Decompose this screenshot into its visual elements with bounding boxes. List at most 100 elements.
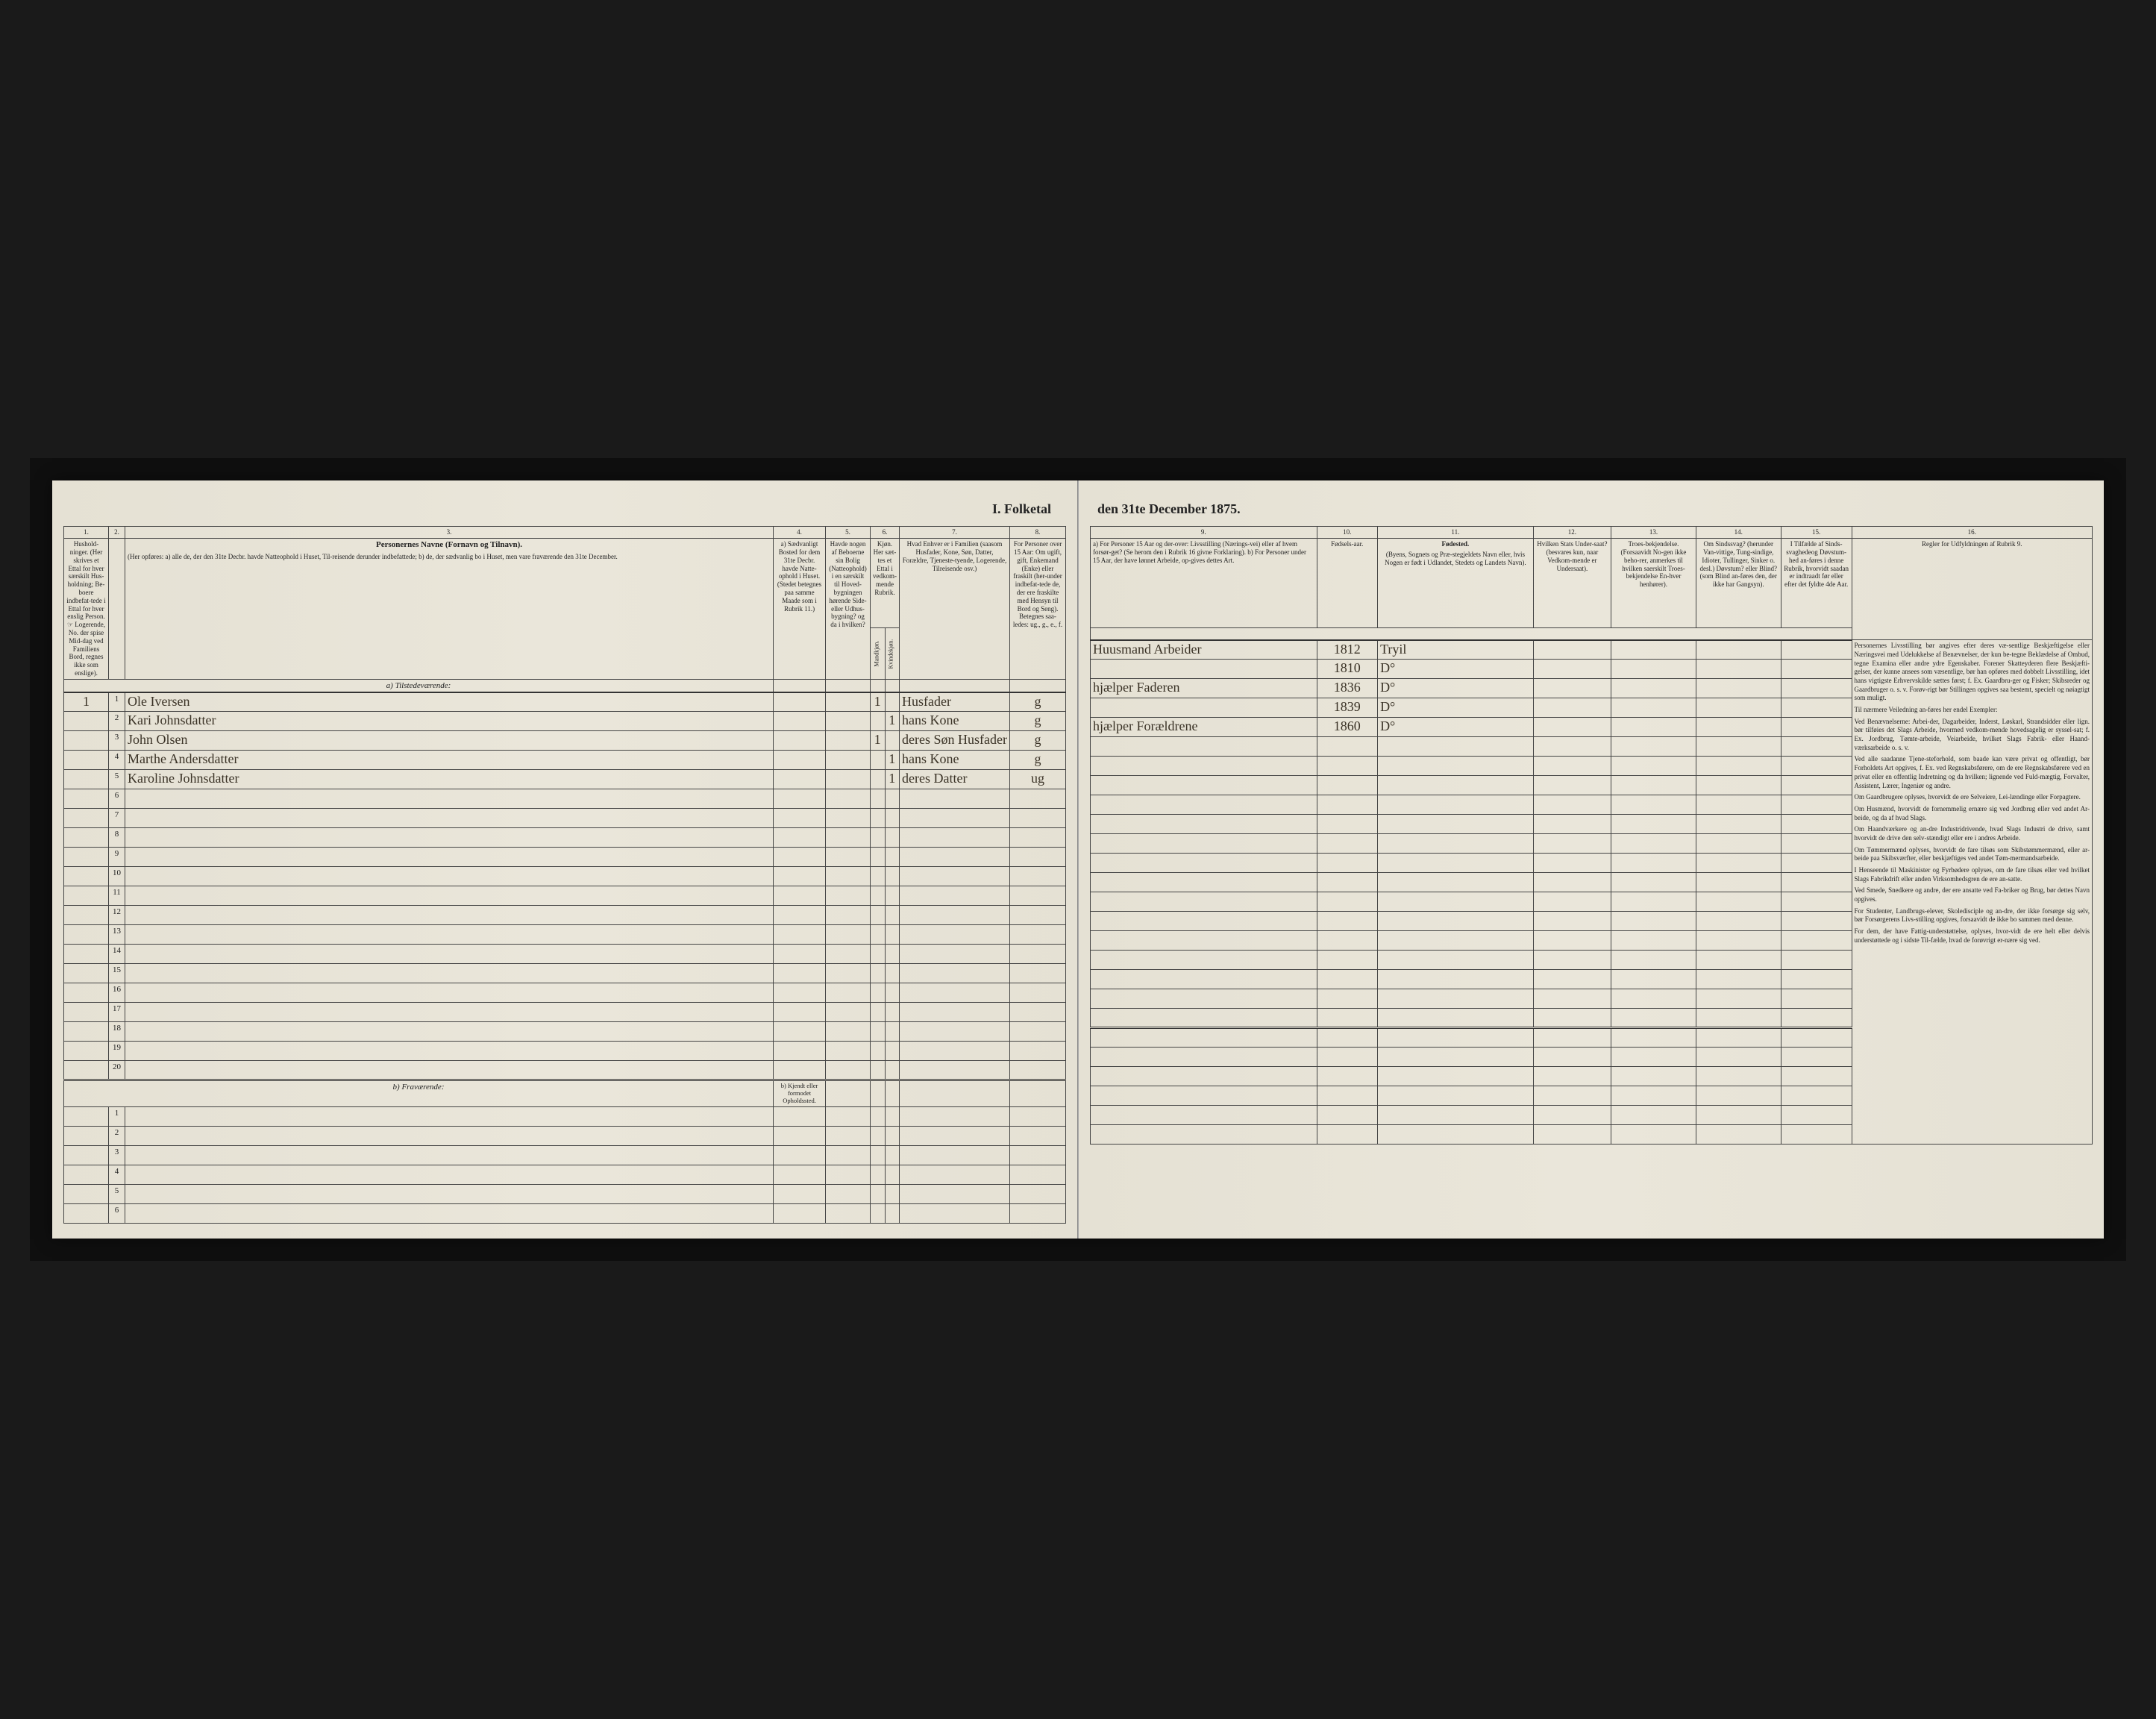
cell-c12	[1533, 1048, 1611, 1067]
cell-c14	[1696, 815, 1781, 834]
cell-year	[1317, 931, 1378, 951]
cell-c12	[1533, 698, 1611, 718]
cell-name	[125, 1061, 774, 1080]
cell-birthplace	[1378, 1028, 1534, 1048]
cell-c15	[1781, 989, 1852, 1009]
cell-rownum: 1	[109, 692, 125, 712]
cell-year	[1317, 795, 1378, 815]
cell-name: John Olsen	[125, 731, 774, 751]
cell-birthplace	[1378, 854, 1534, 873]
cell-rel	[900, 945, 1010, 964]
cell-name	[125, 809, 774, 828]
cell-k	[885, 1042, 900, 1061]
cell-c14	[1696, 660, 1781, 679]
cell-c14	[1696, 718, 1781, 737]
cell-ms	[1010, 1022, 1066, 1042]
cell-c4	[774, 692, 826, 712]
cell-c12	[1533, 718, 1611, 737]
cell-c15	[1781, 1125, 1852, 1145]
cell-k	[885, 1003, 900, 1022]
hdr-col11-sub: (Byens, Sognets og Præ-stegjeldets Navn …	[1380, 551, 1531, 567]
table-row: 5Karoline Johnsdatter1deres Datterug	[64, 770, 1066, 789]
cell-ms: g	[1010, 751, 1066, 770]
cell-year	[1317, 1125, 1378, 1145]
cell-c14	[1696, 698, 1781, 718]
cell-occ	[1091, 912, 1317, 931]
cell-birthplace	[1378, 737, 1534, 757]
cell-m	[871, 1061, 886, 1080]
cell-hh	[64, 1126, 109, 1145]
cell-m	[871, 1003, 886, 1022]
col-number-row: 1. 2. 3. 4. 5. 6. 7. 8.	[64, 527, 1066, 539]
cell-year: 1860	[1317, 718, 1378, 737]
cell-c5	[826, 886, 871, 906]
cell-rel: hans Kone	[900, 751, 1010, 770]
cell-c15	[1781, 1086, 1852, 1106]
cell-c4	[774, 964, 826, 983]
cell-c13	[1611, 795, 1696, 815]
cell-k: 1	[885, 751, 900, 770]
cell-birthplace	[1378, 951, 1534, 970]
hdr-col15: I Tilfælde af Sinds-svaghedeog Døvstum-h…	[1781, 539, 1852, 628]
cell-birthplace	[1378, 1125, 1534, 1145]
cell-rel: deres Søn Husfader	[900, 731, 1010, 751]
cell-m	[871, 945, 886, 964]
cell-name	[125, 848, 774, 867]
cell-m	[871, 1042, 886, 1061]
cell-c5	[826, 1106, 871, 1126]
cell-c13	[1611, 834, 1696, 854]
cell-c4	[774, 1106, 826, 1126]
cell-c12	[1533, 970, 1611, 989]
cell-c14	[1696, 951, 1781, 970]
colnum-5: 5.	[826, 527, 871, 539]
cell-c13	[1611, 718, 1696, 737]
section-a-row: a) Tilstedeværende:	[64, 679, 1066, 692]
cell-rownum: 10	[109, 867, 125, 886]
col-number-row-r: 9. 10. 11. 12. 13. 14. 15. 16.	[1091, 527, 2093, 539]
cell-c12	[1533, 795, 1611, 815]
table-row: 4Marthe Andersdatter1hans Koneg	[64, 751, 1066, 770]
left-page: I. Folketal 1. 2. 3. 4. 5. 6. 7. 8. Hush…	[52, 480, 1078, 1238]
cell-ms	[1010, 828, 1066, 848]
cell-c15	[1781, 834, 1852, 854]
cell-rownum: 11	[109, 886, 125, 906]
cell-c4	[774, 925, 826, 945]
cell-rel: Husfader	[900, 692, 1010, 712]
cell-occ	[1091, 1048, 1317, 1067]
cell-year: 1812	[1317, 640, 1378, 660]
colnum-13: 13.	[1611, 527, 1696, 539]
cell-k	[885, 731, 900, 751]
cell-c14	[1696, 1086, 1781, 1106]
cell-rel	[900, 789, 1010, 809]
cell-k	[885, 848, 900, 867]
cell-rel	[900, 828, 1010, 848]
colnum-3: 3.	[125, 527, 774, 539]
cell-birthplace	[1378, 892, 1534, 912]
cell-m	[871, 1022, 886, 1042]
table-row: Huusmand Arbeider1812TryilPersonernes Li…	[1091, 640, 2093, 660]
cell-k	[885, 1145, 900, 1165]
hdr-col12: Hvilken Stats Under-saat? (besvares kun,…	[1533, 539, 1611, 628]
cell-k	[885, 1126, 900, 1145]
cell-m	[871, 964, 886, 983]
cell-rel	[900, 1022, 1010, 1042]
colnum-9: 9.	[1091, 527, 1317, 539]
cell-rel: hans Kone	[900, 712, 1010, 731]
cell-c4	[774, 1165, 826, 1184]
cell-c14	[1696, 834, 1781, 854]
cell-k	[885, 886, 900, 906]
cell-c4	[774, 906, 826, 925]
cell-name	[125, 1165, 774, 1184]
cell-c13	[1611, 698, 1696, 718]
cell-hh	[64, 1184, 109, 1203]
cell-year	[1317, 1048, 1378, 1067]
cell-year	[1317, 1086, 1378, 1106]
cell-occ	[1091, 989, 1317, 1009]
colnum-15: 15.	[1781, 527, 1852, 539]
cell-name	[125, 1042, 774, 1061]
cell-c12	[1533, 892, 1611, 912]
cell-c12	[1533, 660, 1611, 679]
cell-c5	[826, 712, 871, 731]
cell-occ	[1091, 834, 1317, 854]
cell-rownum: 15	[109, 964, 125, 983]
